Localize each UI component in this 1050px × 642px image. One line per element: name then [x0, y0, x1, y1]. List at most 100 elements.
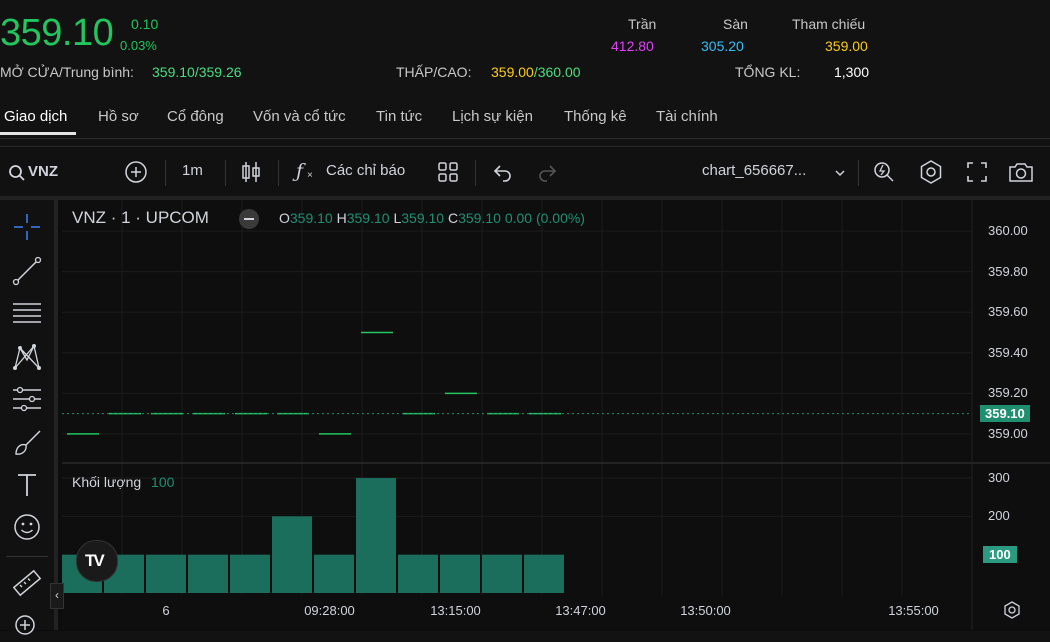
volume-bar [356, 478, 396, 593]
floor-value: 305.20 [701, 38, 744, 54]
tab-finance[interactable]: Tài chính [656, 108, 718, 125]
volume-axis-tick: 200 [988, 508, 1010, 524]
chart-pane[interactable]: VNZ · 1 · UPCOM O359.10 H359.10 L359.10 … [50, 200, 1050, 630]
volume-legend-label: Khối lượng [72, 474, 142, 490]
time-axis-settings-icon[interactable] [1002, 600, 1022, 620]
toolbar-divider [225, 160, 226, 186]
symbol-search[interactable]: VNZ [8, 162, 104, 184]
toolbar-divider [165, 160, 166, 186]
last-volume-tag: 100 [983, 545, 1017, 563]
tab-shareholders[interactable]: Cổ đông [167, 108, 224, 125]
high-legend-value: 359.10 [346, 210, 390, 226]
tab-events[interactable]: Lịch sự kiện [452, 108, 533, 125]
last-price: 359.10 [0, 12, 114, 54]
camera-icon[interactable] [1008, 161, 1034, 183]
close-legend-label: C [447, 210, 459, 226]
fib-retracement-icon[interactable] [10, 296, 44, 330]
tab-bar: Giao dịch Hồ sơ Cổ đông Vốn và cổ tức Ti… [0, 100, 1050, 139]
volume-series [62, 478, 564, 593]
tab-capital-dividend[interactable]: Vốn và cổ tức [253, 108, 346, 125]
tab-trading[interactable]: Giao dịch [4, 108, 68, 125]
tab-news[interactable]: Tin tức [376, 108, 423, 125]
toolbar-divider [278, 160, 279, 186]
tradingview-logo[interactable]: TV [76, 540, 118, 582]
collapse-legend-button[interactable] [239, 209, 259, 229]
search-icon [9, 165, 25, 181]
time-axis-tick: 13:47:00 [555, 603, 606, 618]
brush-icon[interactable] [10, 426, 44, 460]
emoji-icon[interactable] [10, 510, 44, 544]
prediction-tools-icon[interactable] [10, 382, 44, 416]
templates-grid-icon[interactable] [437, 161, 459, 183]
ohlc-legend: O359.10 H359.10 L359.10 C359.10 0.00 (0.… [279, 210, 585, 226]
price-axis-tick: 359.80 [988, 263, 1028, 279]
low-high-separator: / [533, 64, 538, 80]
active-tab-indicator [0, 132, 76, 135]
indicators-label: Các chỉ báo [326, 162, 406, 179]
tab-profile[interactable]: Hồ sơ [98, 108, 139, 125]
chart-grid [62, 200, 972, 595]
function-icon: ƒ [296, 160, 304, 182]
settings-icon[interactable] [918, 159, 944, 185]
time-axis-tick: 13:15:00 [430, 603, 481, 618]
chevron-down-icon [835, 170, 845, 177]
price-change-percent: 0.03% [120, 38, 157, 53]
price-change: 0.10 [131, 16, 159, 32]
crosshair-icon[interactable] [10, 210, 44, 244]
high-value: 360.00 [537, 64, 581, 80]
ruler-icon[interactable] [10, 566, 44, 600]
reference-label: Tham chiếu [792, 16, 866, 32]
zoom-in-icon[interactable] [10, 608, 44, 642]
quick-search-icon[interactable] [872, 160, 896, 184]
change-legend-value: 0.00 (0.00%) [504, 210, 585, 226]
function-icon-subscript: × [307, 170, 313, 181]
layout-name: chart_656667... [702, 162, 807, 179]
reference-value: 359.00 [825, 38, 868, 54]
low-value: 359.00 [491, 64, 534, 80]
trendline-icon[interactable] [10, 254, 44, 288]
layout-selector[interactable]: chart_656667... [702, 160, 852, 186]
high-legend-label: H [336, 210, 347, 226]
toolbar-divider [858, 160, 859, 186]
toolbar-divider [475, 160, 476, 186]
volume-axis-tick: 300 [988, 470, 1010, 485]
price-axis-tick: 359.60 [988, 304, 1028, 320]
volume-legend: Khối lượng 100 [72, 474, 174, 490]
open-avg-label: MỞ CỬA/Trung bình: [0, 64, 134, 80]
tradingview-logo-icon: TV [85, 551, 105, 570]
chart-canvas[interactable] [62, 200, 1050, 630]
ceiling-value: 412.80 [611, 38, 654, 54]
price-axis-tick: 359.20 [988, 385, 1028, 401]
ceiling-label: Trần [628, 16, 657, 32]
symbol-input[interactable]: VNZ [28, 163, 58, 180]
undo-icon[interactable] [492, 161, 514, 183]
pattern-icon[interactable] [10, 340, 44, 374]
volume-bar [272, 516, 312, 593]
fullscreen-icon[interactable] [966, 161, 988, 183]
open-avg-value: 359.10/359.26 [152, 64, 242, 80]
volume-bar [146, 554, 186, 593]
redo-icon[interactable] [536, 161, 558, 183]
low-high-value: 359.00/360.00 [491, 64, 581, 80]
indicators-button[interactable]: ƒ × Các chỉ báo [296, 160, 418, 186]
volume-bar [398, 554, 438, 593]
time-axis-tick: 13:50:00 [680, 603, 731, 618]
time-axis-tick: 13:55:00 [888, 603, 939, 618]
compare-add-icon[interactable] [124, 160, 148, 184]
low-legend-value: 359.10 [401, 210, 445, 226]
tab-statistics[interactable]: Thống kê [564, 108, 627, 125]
collapse-toolbar-button[interactable]: ‹ [50, 583, 64, 609]
time-axis-tick: 6 [162, 603, 170, 618]
drawing-toolbar [0, 200, 58, 635]
chart-legend-title: VNZ · 1 · UPCOM [72, 208, 209, 227]
low-high-label: THẤP/CAO: [396, 64, 472, 80]
candlestick-icon[interactable] [240, 160, 262, 184]
time-axis-tick: 09:28:00 [304, 603, 355, 618]
floor-label: Sàn [723, 16, 748, 32]
interval-button[interactable]: 1m [182, 162, 203, 179]
total-volume-value: 1,300 [834, 64, 870, 80]
text-icon[interactable] [10, 468, 44, 502]
toolbar-divider [6, 556, 48, 557]
volume-bar [440, 554, 480, 593]
open-legend-label: O [279, 210, 290, 226]
